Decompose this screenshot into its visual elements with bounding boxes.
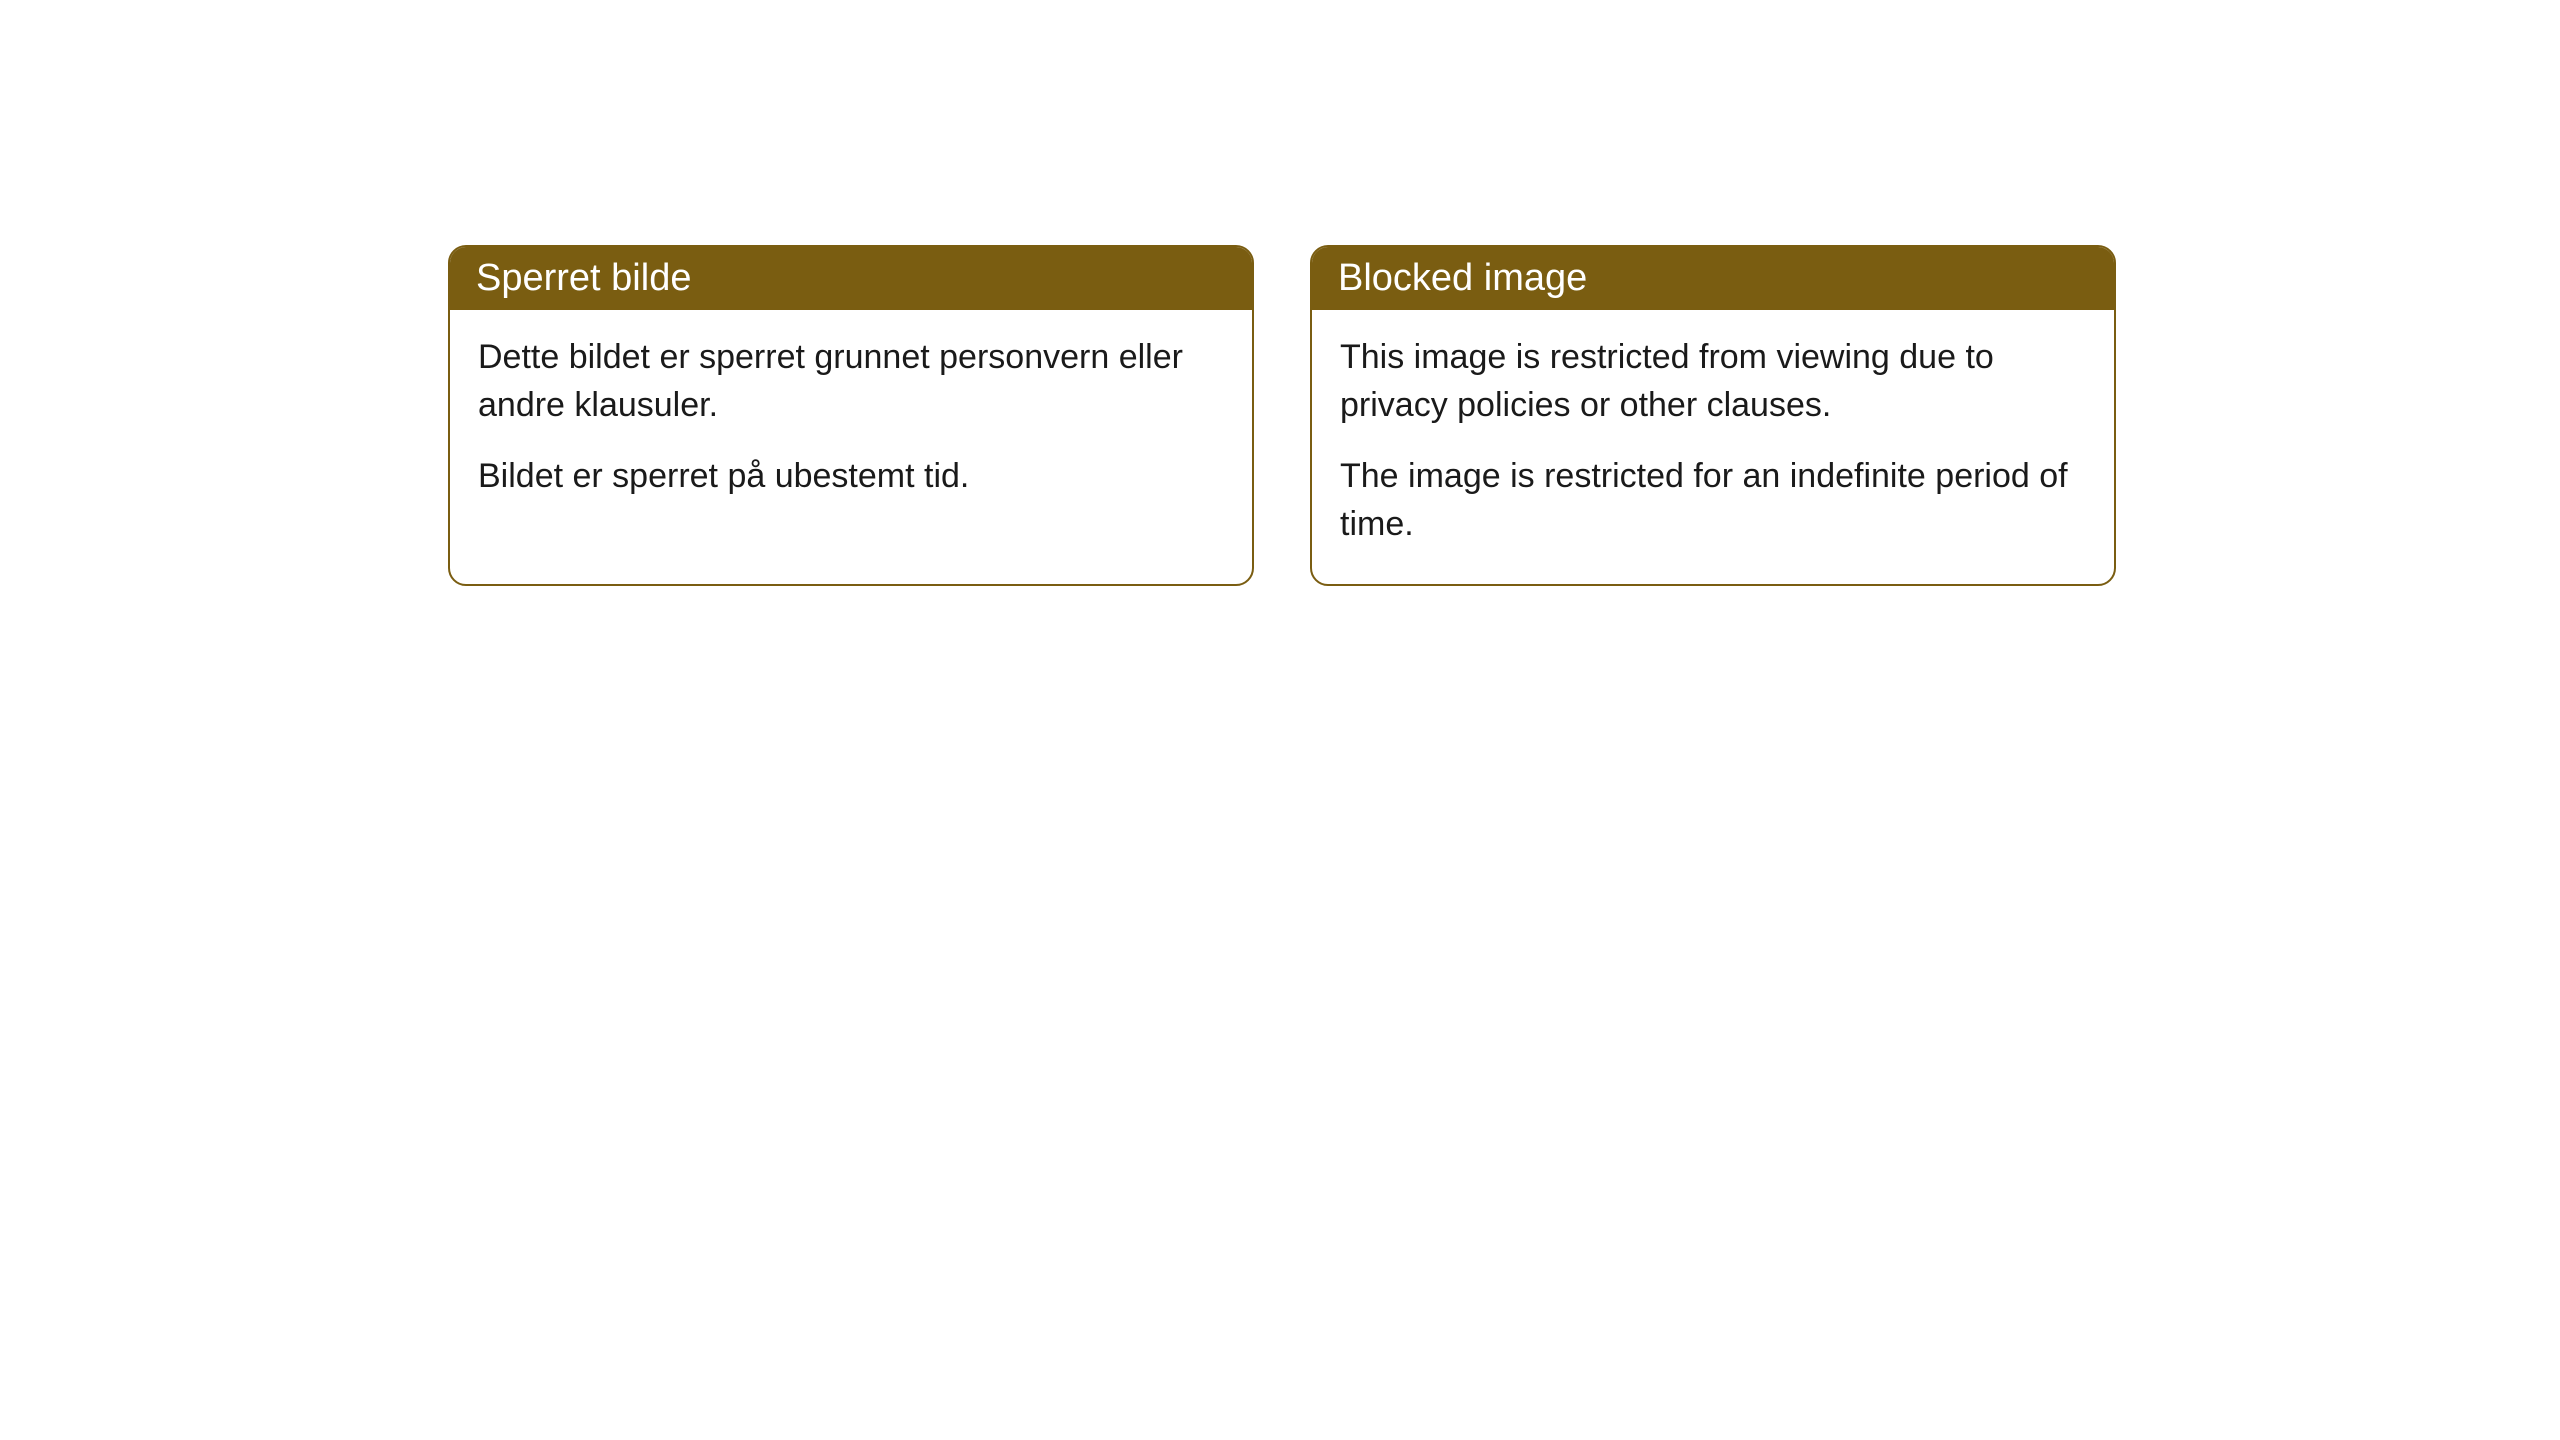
card-paragraph-norwegian-2: Bildet er sperret på ubestemt tid.: [478, 453, 1224, 501]
card-header-norwegian: Sperret bilde: [450, 247, 1252, 310]
card-title-norwegian: Sperret bilde: [476, 257, 691, 299]
card-header-english: Blocked image: [1312, 247, 2114, 310]
card-paragraph-english-1: This image is restricted from viewing du…: [1340, 334, 2086, 429]
card-body-english: This image is restricted from viewing du…: [1312, 310, 2114, 584]
card-paragraph-norwegian-1: Dette bildet er sperret grunnet personve…: [478, 334, 1224, 429]
card-title-english: Blocked image: [1338, 257, 1587, 299]
cards-container: Sperret bilde Dette bildet er sperret gr…: [448, 245, 2560, 586]
card-english: Blocked image This image is restricted f…: [1310, 245, 2116, 586]
card-norwegian: Sperret bilde Dette bildet er sperret gr…: [448, 245, 1254, 586]
card-body-norwegian: Dette bildet er sperret grunnet personve…: [450, 310, 1252, 537]
card-paragraph-english-2: The image is restricted for an indefinit…: [1340, 453, 2086, 548]
